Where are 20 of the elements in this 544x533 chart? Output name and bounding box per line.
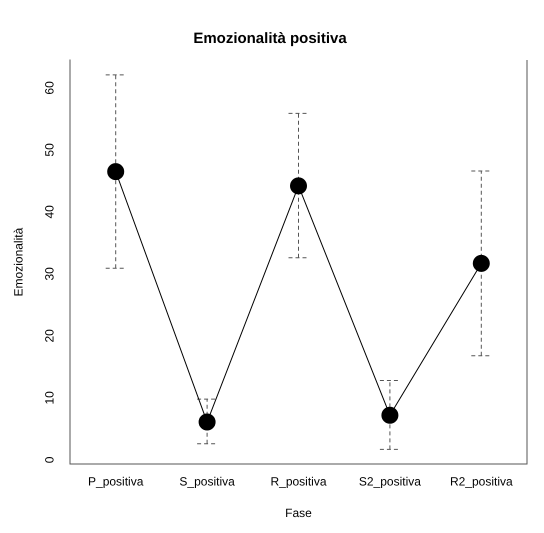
x-tick-label: R_positiva <box>270 474 327 489</box>
x-tick-label: S_positiva <box>179 474 236 489</box>
y-tick-label: 30 <box>42 266 56 281</box>
x-tick-label: R2_positiva <box>450 474 513 489</box>
x-tick-label: P_positiva <box>88 474 144 489</box>
chart-title: Emozionalità positiva <box>193 30 348 48</box>
y-axis-title: Emozionalità <box>12 227 26 296</box>
x-tick-label: S2_positiva <box>358 474 422 489</box>
point <box>198 414 216 431</box>
y-tick-label: 10 <box>42 390 56 405</box>
y-tick-label: 60 <box>42 80 56 95</box>
y-tick-label: 40 <box>42 204 56 219</box>
point <box>381 406 398 424</box>
point <box>107 163 124 180</box>
point <box>472 254 490 272</box>
x-axis-title: Fase <box>285 506 312 520</box>
y-tick-label: 20 <box>42 328 56 343</box>
y-tick-label: 50 <box>42 142 56 157</box>
point <box>290 177 307 194</box>
y-tick-label: 0 <box>42 456 56 464</box>
